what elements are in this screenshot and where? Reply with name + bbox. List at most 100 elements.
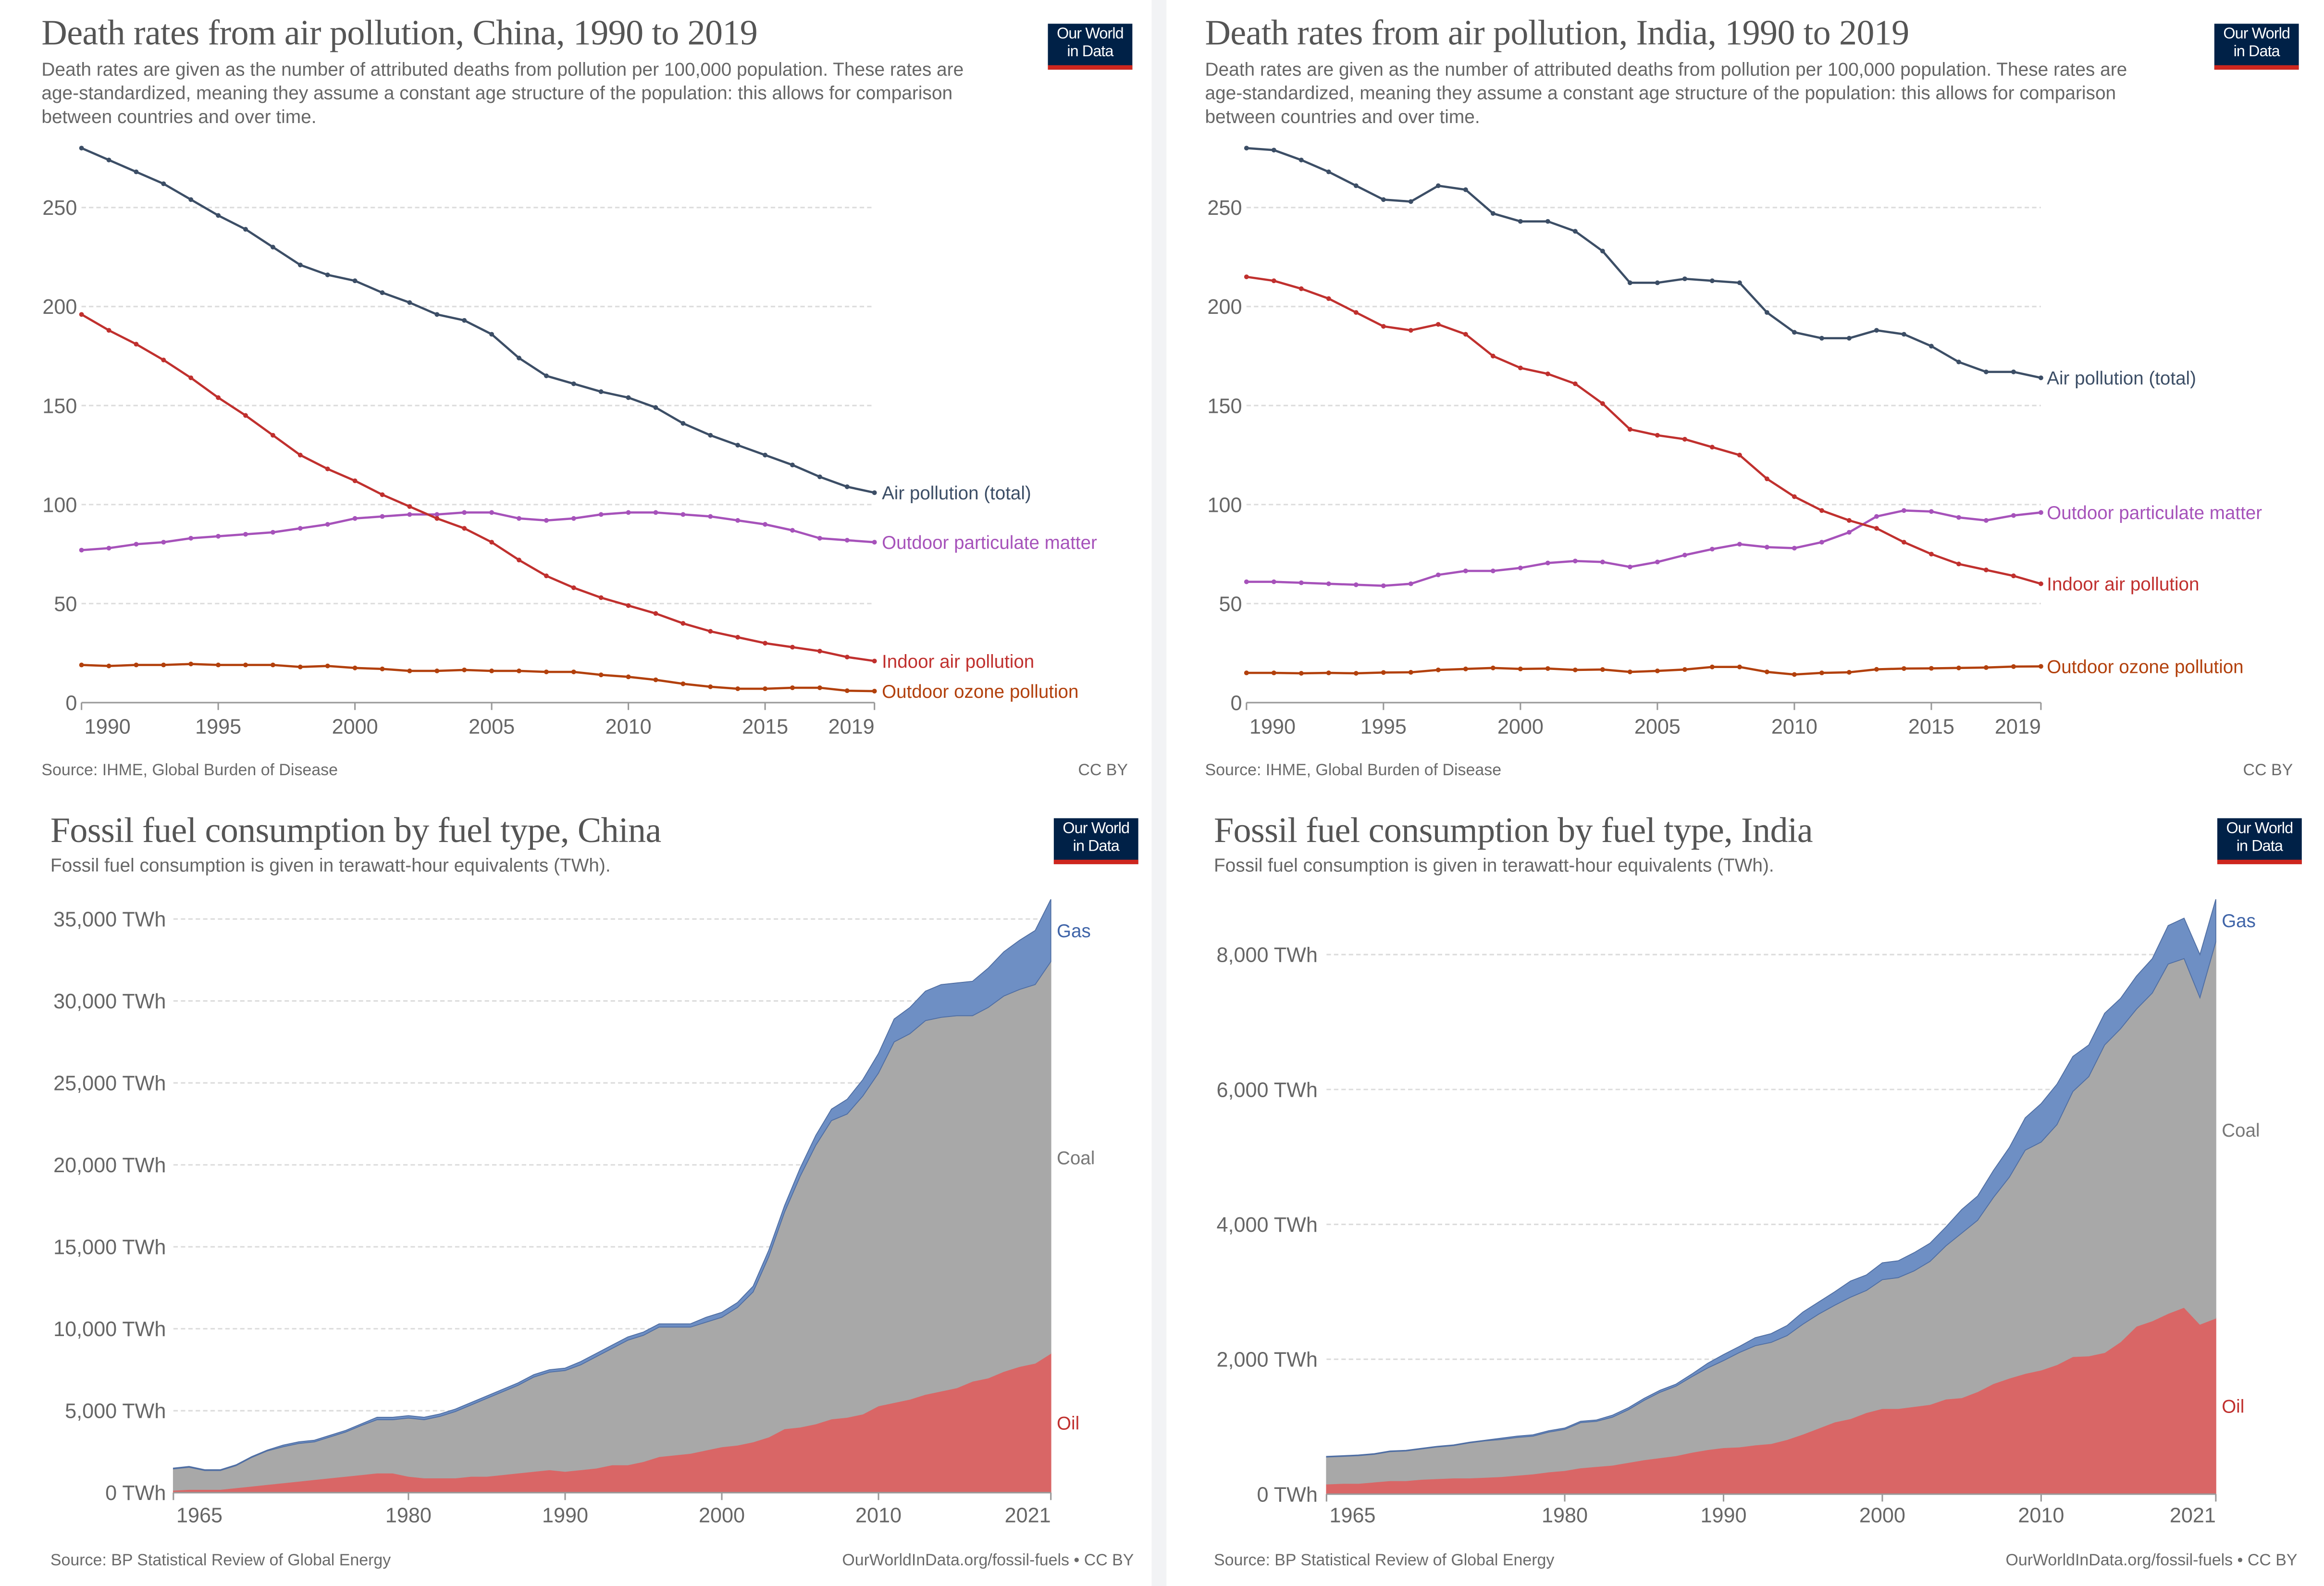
data-point (270, 245, 275, 250)
data-point (489, 669, 494, 673)
data-point (790, 685, 795, 690)
data-point (1846, 518, 1852, 523)
data-point (1353, 582, 1359, 587)
data-point (708, 684, 713, 689)
chart-source[interactable]: Source: BP Statistical Review of Global … (1213, 1552, 1555, 1570)
data-point (544, 573, 549, 579)
chart-source[interactable]: Source: IHME, Global Burden of Disease (41, 762, 338, 780)
x-tick-label: 2010 (855, 1504, 902, 1527)
data-point (1956, 561, 1961, 567)
chart-license[interactable]: CC BY (2243, 762, 2293, 780)
data-point (489, 540, 494, 545)
chart-license[interactable]: CC BY (1078, 762, 1128, 780)
x-tick-label: 1990 (542, 1504, 588, 1527)
data-point (1518, 365, 1523, 371)
y-tick-label: 250 (42, 197, 77, 220)
data-point (1928, 666, 1934, 671)
data-point (297, 452, 303, 458)
series-line-indoor (81, 313, 875, 662)
data-point (1381, 197, 1386, 202)
x-tick-label: 2010 (1771, 716, 1817, 739)
y-tick-label: 30,000 TWh (53, 990, 166, 1013)
chart-source[interactable]: Source: BP Statistical Review of Global … (50, 1552, 391, 1570)
data-point (1846, 530, 1852, 535)
data-point (352, 478, 358, 483)
series-label: Gas (2222, 911, 2256, 931)
data-point (1956, 665, 1961, 670)
data-point (106, 663, 111, 669)
chart-title: Fossil fuel consumption by fuel type, In… (1213, 812, 1813, 851)
series-line-ozone (1246, 665, 2041, 676)
data-point (763, 686, 768, 692)
y-tick-label: 50 (1219, 593, 1242, 616)
data-point (517, 356, 521, 360)
data-point (1846, 335, 1852, 341)
chart-license[interactable]: OurWorldInData.org/fossil-fuels • CC BY (842, 1552, 1134, 1570)
data-point (297, 526, 303, 531)
owid-logo[interactable]: Our World in Data (2214, 24, 2299, 70)
data-point (1792, 330, 1797, 335)
data-point (380, 514, 385, 519)
data-point (1545, 219, 1550, 224)
x-tick-label: 2000 (699, 1504, 745, 1527)
data-point (1764, 476, 1769, 482)
data-point (1298, 670, 1304, 676)
owid-logo[interactable]: Our World in Data (1048, 24, 1133, 70)
data-point (1545, 371, 1550, 376)
data-point (134, 542, 139, 547)
data-point (1928, 344, 1934, 349)
series-line-pm (81, 511, 875, 551)
data-point (1600, 248, 1605, 254)
data-point (1518, 565, 1523, 570)
chart-source[interactable]: Source: IHME, Global Burden of Disease (1205, 762, 1502, 780)
data-point (1408, 328, 1413, 333)
data-point (1874, 526, 1879, 531)
x-tick-label: 2000 (1859, 1504, 1905, 1527)
data-point (872, 490, 877, 496)
data-point (243, 413, 248, 418)
series-line-pm (1246, 509, 2041, 587)
owid-logo[interactable]: Our World in Data (1053, 818, 1138, 865)
data-point (517, 558, 521, 563)
data-point (434, 516, 440, 521)
data-point (380, 666, 385, 671)
data-point (817, 474, 822, 480)
data-point (462, 526, 467, 531)
logo-line2: in Data (2233, 42, 2280, 60)
data-point (1408, 581, 1413, 586)
logo-line2: in Data (2236, 837, 2283, 855)
data-point (1463, 187, 1468, 192)
x-tick-label: 1990 (1249, 716, 1296, 739)
data-point (2011, 513, 2016, 518)
data-point (1244, 146, 1249, 151)
data-point (1435, 667, 1441, 672)
data-point (1545, 560, 1550, 566)
data-point (1874, 667, 1879, 672)
data-point (1792, 672, 1797, 677)
chart-title: Death rates from air pollution, China, 1… (41, 14, 758, 54)
data-point (1545, 666, 1550, 671)
data-point (1326, 581, 1331, 586)
data-point (1518, 666, 1523, 671)
data-point (1298, 580, 1304, 585)
data-point (380, 290, 385, 295)
data-point (653, 611, 658, 616)
series-label: Air pollution (total) (2047, 368, 2196, 389)
data-point (1353, 670, 1359, 676)
chart-license[interactable]: OurWorldInData.org/fossil-fuels • CC BY (2005, 1552, 2298, 1570)
data-point (188, 375, 194, 381)
data-point (708, 629, 713, 634)
owid-logo[interactable]: Our World in Data (2217, 818, 2302, 865)
data-point (1463, 332, 1468, 337)
data-point (2011, 369, 2016, 374)
data-point (2039, 581, 2043, 586)
series-line-ozone (81, 663, 875, 693)
series-label: Indoor air pollution (2047, 574, 2199, 595)
data-point (1353, 183, 1359, 188)
data-point (2011, 573, 2016, 579)
data-point (598, 389, 604, 394)
data-point (1381, 670, 1386, 675)
data-point (1819, 540, 1824, 545)
data-point (544, 373, 549, 378)
data-point (297, 664, 303, 669)
